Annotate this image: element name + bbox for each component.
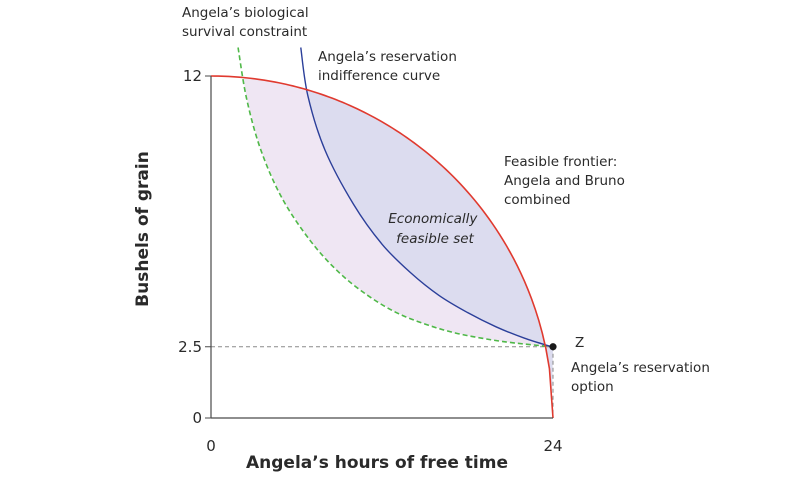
- y-tick-label: 2.5: [178, 338, 202, 356]
- reservation-curve-label-line-1: Angela’s reservation: [318, 49, 457, 65]
- survival-constraint-curve: [237, 47, 552, 348]
- reservation-option-label: Angela’s reservation option: [571, 360, 714, 395]
- feasible-frontier-label: Feasible frontier: Angela and Bruno comb…: [504, 154, 629, 208]
- point-z-label: Z: [575, 335, 584, 351]
- y-tick-label: 0: [192, 409, 202, 427]
- guides-layer: [211, 346, 554, 418]
- axes: [210, 76, 553, 419]
- economically-feasible-set-label: Economically feasible set: [388, 211, 481, 247]
- reservation-option-label-line-2: option: [571, 379, 614, 395]
- y-tick-label: 12: [183, 67, 202, 85]
- x-tick-label: 24: [543, 437, 562, 455]
- survival-constraint-label-line-2: survival constraint: [182, 24, 307, 40]
- x-tick-label: 0: [206, 437, 216, 455]
- feasible-frontier-label-line-1: Feasible frontier:: [504, 154, 617, 170]
- feasible-frontier-curve: [210, 75, 554, 419]
- reservation-indifference-curve: [300, 47, 552, 348]
- reservation-option-label-line-1: Angela’s reservation: [571, 360, 710, 376]
- x-axis-label: Angela’s hours of free time: [246, 453, 508, 473]
- reservation-curve-label: Angela’s reservation indifference curve: [318, 49, 461, 84]
- series-layer: [210, 47, 554, 419]
- economically-feasible-set-shading: [307, 89, 553, 394]
- feasible-frontier-label-line-2: Angela and Bruno: [504, 173, 625, 189]
- regions-layer: [243, 77, 553, 394]
- point-z-marker: [549, 343, 557, 351]
- y-axis-label: Bushels of grain: [133, 151, 153, 307]
- feasible-set-label-line-1: Economically: [388, 211, 478, 227]
- reservation-curve-label-line-2: indifference curve: [318, 68, 440, 84]
- tick-labels: 0 2.5 12 0 24: [178, 67, 562, 455]
- feasible-set-label-line-2: feasible set: [396, 231, 474, 247]
- survival-constraint-label: Angela’s biological survival constraint: [182, 5, 313, 40]
- survival-constraint-label-line-1: Angela’s biological: [182, 5, 309, 21]
- feasible-frontier-label-line-3: combined: [504, 192, 571, 208]
